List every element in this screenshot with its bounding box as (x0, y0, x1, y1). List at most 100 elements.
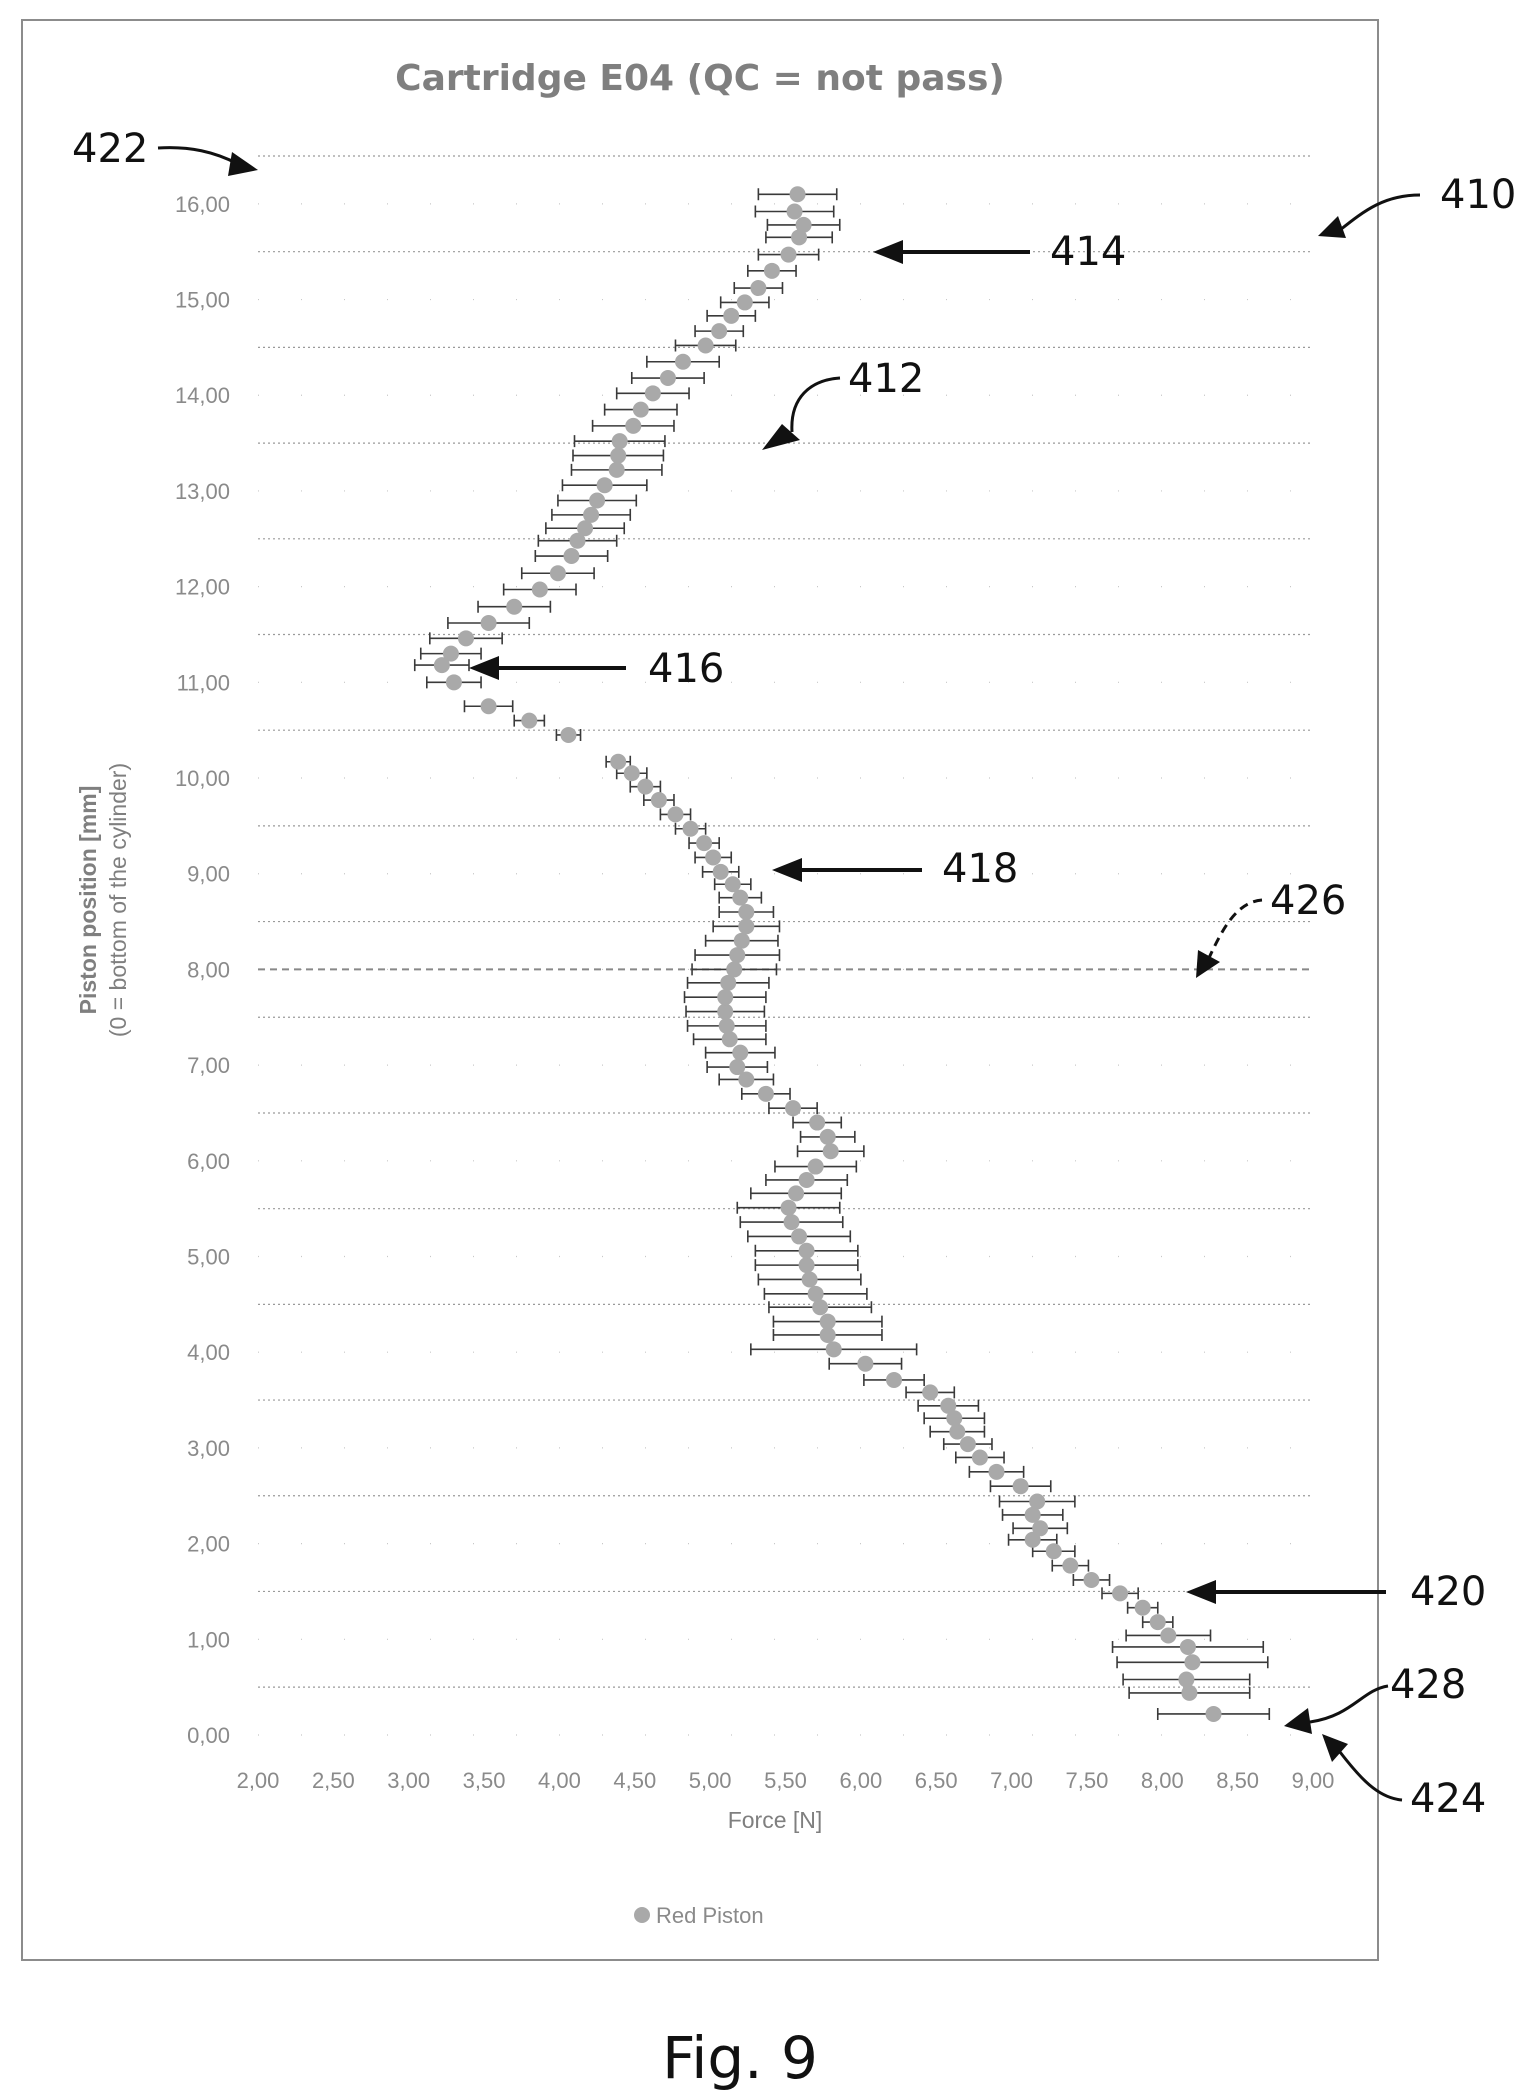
data-point-53 (726, 961, 743, 978)
data-point-93 (675, 353, 692, 370)
ref-422-label: 422 (72, 126, 148, 172)
data-point-73 (433, 657, 450, 674)
data-point-18 (971, 1449, 988, 1466)
x-tick-label: 5,50 (764, 1768, 807, 1793)
ref-420-label: 420 (1410, 1569, 1486, 1615)
ref-410-label: 410 (1440, 172, 1516, 218)
data-point-30 (807, 1285, 824, 1302)
data-point-7 (1134, 1599, 1151, 1616)
data-point-42 (809, 1114, 826, 1131)
x-tick-label: 8,00 (1141, 1768, 1184, 1793)
data-point-10 (1062, 1557, 1079, 1574)
data-point-25 (857, 1355, 874, 1372)
data-point-87 (610, 447, 627, 464)
x-tick-label: 6,50 (915, 1768, 958, 1793)
data-point-64 (667, 806, 684, 823)
y-axis-label: Piston position [mm] (75, 786, 101, 1015)
data-point-20 (949, 1423, 966, 1440)
data-point-1 (1181, 1684, 1198, 1701)
data-point-63 (682, 820, 699, 837)
chart-title: Cartridge E04 (QC = not pass) (395, 58, 1005, 99)
data-point-46 (729, 1059, 746, 1076)
data-point-29 (812, 1299, 829, 1316)
data-point-49 (718, 1017, 735, 1034)
data-point-32 (798, 1257, 815, 1274)
annotation-420: 420 (1186, 1569, 1486, 1615)
y-tick-label: 2,00 (187, 1532, 230, 1557)
data-point-59 (724, 876, 741, 893)
data-point-13 (1032, 1520, 1049, 1537)
annotation-426: 426 (1196, 878, 1346, 978)
data-point-75 (457, 630, 474, 647)
data-point-89 (625, 417, 642, 434)
data-point-31 (801, 1271, 818, 1288)
annotation-424: 424 (1322, 1734, 1486, 1822)
y-tick-label: 15,00 (175, 288, 230, 313)
annotation-422: 422 (72, 126, 258, 176)
annotation-410: 410 (1318, 172, 1516, 238)
data-point-92 (659, 370, 676, 387)
ref-426-arrowhead (1196, 950, 1220, 978)
y-axis-ticks: 0,00 1,00 2,00 3,00 4,00 5,00 6,00 7,00 8,00 9,00… (175, 192, 230, 1748)
data-point-52 (720, 974, 737, 991)
data-point-90 (632, 401, 649, 418)
data-point-62 (696, 835, 713, 852)
data-point-81 (569, 532, 586, 549)
data-point-95 (711, 323, 728, 340)
data-point-38 (798, 1171, 815, 1188)
data-point-60 (712, 863, 729, 880)
data-point-34 (791, 1228, 808, 1245)
data-point-58 (732, 889, 749, 906)
y-tick-label: 10,00 (175, 766, 230, 791)
data-point-65 (650, 792, 667, 809)
data-point-43 (785, 1100, 802, 1117)
data-point-9 (1083, 1571, 1100, 1588)
data-point-0 (1205, 1705, 1222, 1722)
x-tick-label: 6,00 (839, 1768, 882, 1793)
annotation-428: 428 (1284, 1662, 1466, 1734)
data-point-100 (780, 246, 797, 263)
annotation-412: 412 (762, 356, 924, 450)
data-point-48 (721, 1031, 738, 1048)
y-tick-label: 16,00 (175, 192, 230, 217)
data-point-77 (506, 598, 523, 615)
data-point-76 (480, 615, 497, 632)
data-point-16 (1012, 1478, 1029, 1495)
data-point-12 (1024, 1531, 1041, 1548)
data-point-68 (610, 753, 627, 770)
data-point-98 (750, 280, 767, 297)
x-tick-label: 9,00 (1292, 1768, 1335, 1793)
data-point-104 (789, 186, 806, 203)
x-axis-label: Force [N] (728, 1807, 823, 1833)
x-tick-label: 3,00 (387, 1768, 430, 1793)
data-point-85 (596, 477, 613, 494)
data-point-26 (825, 1341, 842, 1358)
data-point-22 (940, 1397, 957, 1414)
y-tick-label: 9,00 (187, 862, 230, 887)
data-point-84 (589, 492, 606, 509)
data-point-101 (791, 229, 808, 246)
data-point-96 (723, 307, 740, 324)
data-point-57 (738, 904, 755, 921)
x-tick-label: 3,50 (463, 1768, 506, 1793)
y-tick-label: 6,00 (187, 1149, 230, 1174)
data-point-23 (922, 1384, 939, 1401)
data-point-35 (783, 1214, 800, 1231)
data-point-80 (563, 548, 580, 565)
data-point-24 (886, 1371, 903, 1388)
data-points (433, 186, 1222, 1722)
data-point-14 (1024, 1506, 1041, 1523)
data-point-15 (1029, 1493, 1046, 1510)
data-point-37 (788, 1185, 805, 1202)
annotation-416: 416 (469, 646, 724, 692)
legend-marker (634, 1907, 650, 1923)
ref-428-leader (1309, 1684, 1389, 1724)
ref-426-leader (1206, 898, 1263, 961)
data-point-19 (959, 1436, 976, 1453)
x-tick-label: 2,00 (237, 1768, 280, 1793)
figure-label: Fig. 9 (662, 2024, 818, 2092)
ref-412-label: 412 (848, 356, 924, 402)
x-tick-label: 7,50 (1066, 1768, 1109, 1793)
ref-414-arrowhead (873, 240, 903, 264)
data-point-83 (583, 506, 600, 523)
